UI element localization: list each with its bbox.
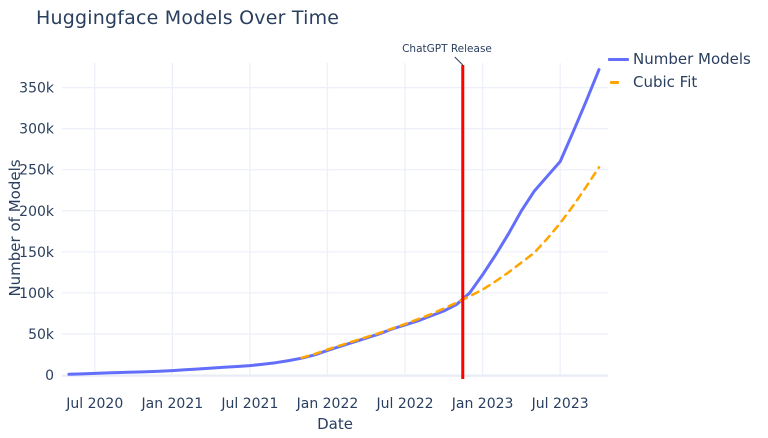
x-tick-label: Jul 2021 xyxy=(220,396,278,412)
x-tick-label: Jan 2021 xyxy=(140,396,203,412)
x-tick-label: Jan 2023 xyxy=(451,396,514,412)
y-tick-label: 150k xyxy=(19,245,55,261)
y-tick-label: 250k xyxy=(19,163,55,179)
y-axis-title: Number of Models xyxy=(6,159,24,297)
y-tick-label: 0 xyxy=(45,368,54,384)
y-tick-label: 300k xyxy=(19,122,55,138)
x-axis-title: Date xyxy=(317,415,353,433)
legend-item-cubic-fit[interactable]: Cubic Fit xyxy=(608,71,751,93)
legend-label: Number Models xyxy=(633,50,751,68)
chart-title: Huggingface Models Over Time xyxy=(36,7,340,29)
y-tick-label: 200k xyxy=(19,204,55,220)
annotation-arrow xyxy=(454,56,464,66)
x-tick-label: Jan 2022 xyxy=(296,396,359,412)
series-line-number-models xyxy=(67,68,601,376)
x-tick-label: Jul 2020 xyxy=(65,396,123,412)
legend-label: Cubic Fit xyxy=(633,73,698,91)
x-tick-label: Jul 2022 xyxy=(376,396,434,412)
legend-sample-solid-line-icon xyxy=(608,57,633,61)
y-tick-label: 100k xyxy=(19,286,55,302)
series-line-cubic-fit xyxy=(300,166,601,360)
y-tick-label: 350k xyxy=(19,81,55,97)
chatgpt-release-annotation: ChatGPT Release xyxy=(402,43,492,55)
legend-sample-dash-icon xyxy=(608,80,633,84)
legend-item-number-models[interactable]: Number Models xyxy=(608,48,751,70)
legend: Number Models Cubic Fit xyxy=(608,48,751,93)
x-tick-label: Jul 2023 xyxy=(531,396,589,412)
y-tick-label: 50k xyxy=(28,327,55,343)
